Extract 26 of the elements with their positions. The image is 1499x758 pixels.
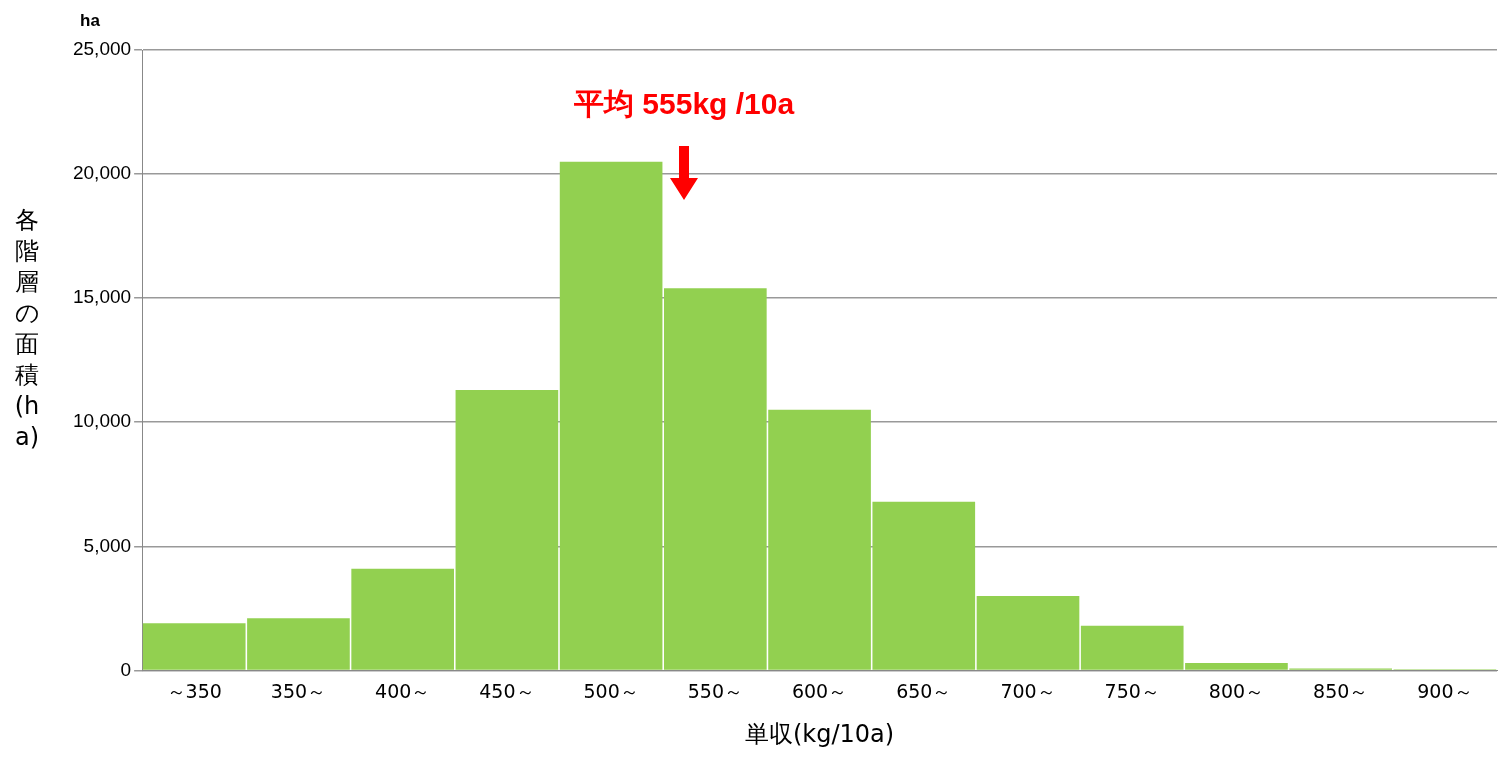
x-tick-label: 650～ xyxy=(896,679,952,702)
x-tick-label: 550～ xyxy=(687,679,743,702)
x-tick-label: 800～ xyxy=(1208,679,1265,702)
x-tick-label: 400～ xyxy=(375,679,431,702)
bar xyxy=(976,595,1080,670)
bar xyxy=(559,161,663,670)
y-tick-label: 25,000 xyxy=(72,38,132,60)
x-axis-title: 単収(kg/10a) xyxy=(744,719,895,748)
x-tick-label: 850～ xyxy=(1313,679,1369,702)
x-tick-label: 600～ xyxy=(791,679,848,702)
bar xyxy=(455,389,559,670)
x-tick-label: 450～ xyxy=(479,679,535,702)
x-tick-label: 700～ xyxy=(1000,679,1056,702)
text: ha xyxy=(80,11,101,30)
annotation: 平均 555kg /10a xyxy=(573,87,795,121)
y-tick-label: 20,000 xyxy=(72,162,132,184)
x-tick-label: 500～ xyxy=(583,679,639,702)
y-tick-label: 15,000 xyxy=(72,286,132,308)
y-tick-label: 0 xyxy=(120,658,132,680)
x-tick-label: 900～ xyxy=(1417,679,1473,702)
y-tick-label: 5,000 xyxy=(83,534,132,556)
x-tick-label: ～350 xyxy=(166,679,222,702)
y-tick-label: 10,000 xyxy=(72,410,132,432)
x-tick-label: 750～ xyxy=(1104,679,1160,702)
x-tick-label: 350～ xyxy=(270,679,327,702)
y-axis-title: 各階層の面積(ha) xyxy=(14,205,40,453)
